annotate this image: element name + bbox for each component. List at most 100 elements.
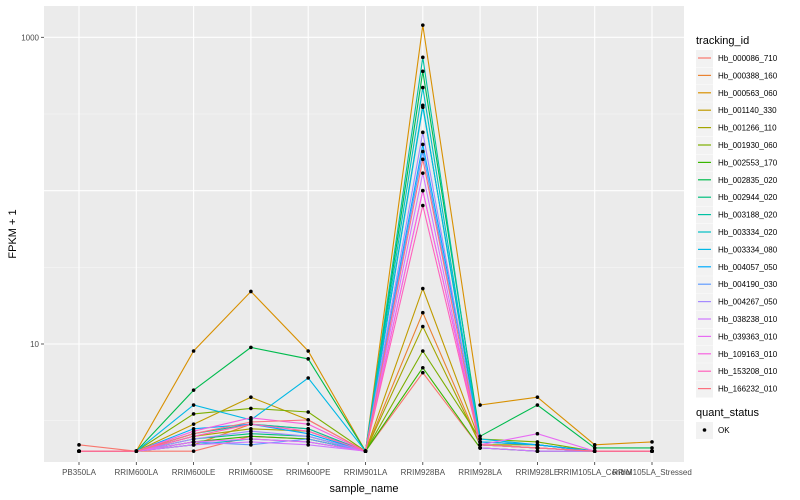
data-point [306,422,311,426]
data-point [191,437,196,441]
data-point [306,429,311,433]
data-point [249,289,253,294]
data-point [478,440,482,444]
x-tick-label: PB350LA [62,468,96,477]
legend-title-tracking-id: tracking_id [696,35,749,47]
data-point [478,434,482,439]
data-point [306,443,311,447]
data-point [249,440,253,444]
data-point [191,443,196,447]
data-point [535,449,540,453]
data-point [249,416,253,420]
data-point [421,142,425,147]
data-point [478,443,482,447]
data-point [249,406,253,411]
shape-legend-label: OK [718,426,730,435]
data-point [535,403,540,407]
data-point [249,395,253,399]
data-point [592,446,597,450]
data-point [363,449,368,453]
legend-label: Hb_039363_010 [718,332,778,341]
legend-label: Hb_003334_080 [718,245,778,254]
data-point [535,443,540,447]
legend-label: Hb_000086_710 [718,54,778,63]
x-tick-label: RRIM105LA_Stressed [612,468,692,477]
data-point [421,310,425,315]
data-point [535,395,540,399]
legend-items: Hb_000086_710 Hb_000388_160 Hb_000563_060 H… [696,50,778,398]
grid [44,6,684,462]
data-point [421,85,425,90]
data-point [421,203,425,208]
data-point [306,376,311,380]
data-point [249,434,253,439]
data-point [306,410,311,414]
legend-label: Hb_004057_050 [718,263,778,272]
data-point [650,440,654,444]
legend-label: Hb_004190_030 [718,280,778,289]
data-point [421,105,425,110]
shape-legend-key [702,428,707,432]
data-point [191,449,196,453]
data-point [478,446,482,450]
legend-label: Hb_001140_330 [718,106,777,115]
legend-label: Hb_004267_050 [718,298,778,307]
data-points [77,23,654,453]
legend-label: Hb_038238_010 [718,315,778,324]
y-axis: 10 1000 [21,33,44,349]
legend-label: Hb_166232_010 [718,385,778,394]
data-point [191,434,196,439]
data-point [249,431,253,436]
data-point [421,157,425,162]
data-point [478,403,482,407]
data-point [650,449,654,453]
legend-label: Hb_002553_170 [718,158,778,167]
legend-label: Hb_001930_060 [718,141,778,150]
x-tick-label: RRIM928LA [458,468,502,477]
x-tick-label: RRIM600SE [229,468,273,477]
data-point [421,171,425,175]
legend-label: Hb_109163_010 [718,350,778,359]
data-point [191,431,196,436]
data-point [421,69,425,74]
x-tick-label: RRIM928LE [516,468,560,477]
data-point [306,349,311,353]
data-point [249,420,253,424]
legend-label: Hb_003334_020 [718,228,778,237]
data-point [421,55,425,60]
data-point [592,443,597,447]
shape-legend: OK [696,422,730,439]
data-point [421,370,425,375]
data-point [191,388,196,392]
legend-title-quant-status: quant_status [696,407,759,419]
data-point [306,440,311,444]
plot-panel [44,6,684,462]
legend: tracking_id Hb_000086_710Hb_000388_160Hb… [696,35,778,439]
data-point [134,449,139,453]
data-point [592,449,597,453]
data-point [478,437,482,441]
legend-label: Hb_000563_060 [718,89,778,98]
data-point [191,403,196,407]
data-point [306,418,311,422]
y-tick-label: 1000 [21,33,39,42]
data-point [306,434,311,439]
data-point [306,357,311,361]
y-axis-title: FPKM + 1 [7,209,19,258]
data-point [77,449,81,453]
x-tick-label: RRIM928BA [401,468,446,477]
data-point [306,437,311,441]
data-point [306,431,311,436]
x-axis-title: sample_name [329,483,398,495]
data-point [77,443,81,447]
x-tick-label: RRIM105LA_Control [558,468,632,477]
data-point [421,349,425,353]
data-point [421,130,425,135]
x-tick-label: RRIM600LE [172,468,216,477]
data-point [421,188,425,193]
legend-label: Hb_000388_160 [718,71,778,80]
data-point [191,349,196,353]
legend-label: Hb_002835_020 [718,176,778,185]
data-point [421,324,425,329]
